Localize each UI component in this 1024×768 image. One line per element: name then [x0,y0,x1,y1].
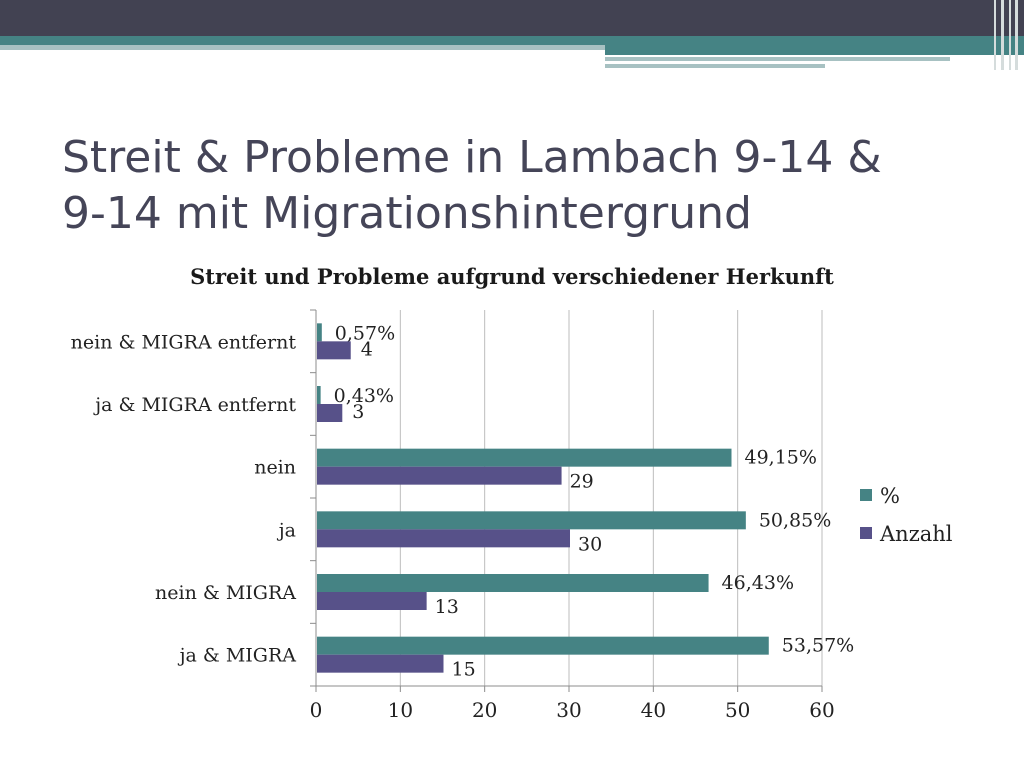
category-label: ja & MIGRA [178,645,297,667]
data-label-percent: 46,43% [722,572,794,594]
data-label-count: 4 [361,338,373,360]
bar-percent [317,574,709,592]
data-label-count: 29 [570,471,594,493]
x-tick-label: 60 [809,698,834,722]
bar-count [317,466,562,485]
banner-dark-band [0,0,1024,36]
category-label: ja & MIGRA entfernt [93,394,296,416]
banner-light-band [0,45,605,50]
banner-vertical-line [1015,0,1018,70]
bar-percent [317,448,732,467]
data-label-percent: 0,43% [334,385,394,407]
data-label-percent: 50,85% [759,509,831,531]
header-banner [0,0,1024,70]
banner-vertical-line [1009,0,1011,70]
x-tick-label: 30 [556,698,581,722]
banner-vertical-line [994,0,996,70]
legend-swatch [860,527,872,539]
x-tick-label: 40 [641,698,666,722]
legend-label: Anzahl [879,522,953,546]
bar-count [317,341,351,360]
data-label-percent: 53,57% [782,635,854,657]
data-label-percent: 0,57% [335,322,395,344]
bar-percent [317,323,322,342]
category-label: ja [277,519,296,541]
chart-title: Streit und Probleme aufgrund verschieden… [190,264,834,289]
bar-count [317,592,427,610]
banner-light-stripe [605,57,950,61]
legend-label: % [880,484,900,508]
data-label-percent: 49,15% [744,447,816,469]
data-label-count: 13 [435,596,459,618]
slide-title-line-1: Streit & Probleme in Lambach 9-14 & [62,132,882,183]
bar-count [317,529,570,548]
bar-count [317,404,343,422]
x-tick-label: 10 [388,698,413,722]
bar-count [317,654,444,673]
data-label-count: 30 [578,533,602,555]
x-tick-label: 0 [310,698,323,722]
bar-percent [317,386,321,404]
banner-teal-stripe [605,45,1024,55]
x-tick-label: 20 [472,698,497,722]
slide-title-line-2: 9-14 mit Migrationshintergrund [62,188,752,239]
x-tick-label: 50 [725,698,750,722]
banner-teal-band [0,36,1024,45]
banner-vertical-line [1001,0,1004,70]
slide-title: Streit & Probleme in Lambach 9-14 & 9-14… [62,130,1002,242]
category-label: nein & MIGRA entfernt [71,331,297,353]
bar-percent [317,511,746,530]
legend-swatch [860,489,872,501]
category-label: nein [254,457,296,479]
data-label-count: 15 [452,659,476,681]
bar-percent [317,636,769,655]
category-label: nein & MIGRA [155,582,296,604]
data-label-count: 3 [352,401,364,423]
banner-light-stripe [605,64,825,68]
